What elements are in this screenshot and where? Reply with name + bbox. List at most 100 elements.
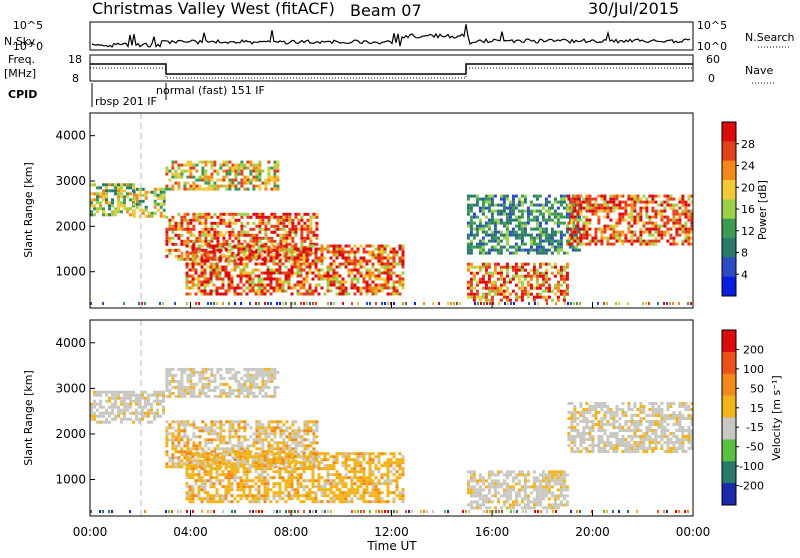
band-cell (393, 257, 396, 260)
band-cell (195, 216, 198, 219)
band-cell (687, 228, 690, 231)
band-cell (171, 185, 174, 188)
band-cell (327, 479, 330, 482)
band-cell (312, 476, 315, 479)
band-cell (324, 452, 327, 455)
band-cell (297, 444, 300, 447)
band-cell (216, 240, 219, 243)
band-cell (303, 464, 306, 467)
band-cell (476, 479, 479, 482)
band-cell (393, 284, 396, 287)
band-cell (515, 246, 518, 249)
band-cell (509, 503, 512, 506)
band-cell (315, 266, 318, 269)
band-cell (216, 170, 219, 173)
band-cell (288, 231, 291, 234)
band-cell (258, 245, 261, 248)
band-cell (648, 234, 651, 237)
band-cell (279, 441, 282, 444)
band-cell (111, 210, 114, 213)
band-cell (276, 420, 279, 423)
band-cell (207, 395, 210, 398)
band-cell (503, 266, 506, 269)
band-cell (276, 441, 279, 444)
band-cell (246, 368, 249, 371)
band-cell (186, 389, 189, 392)
band-cell (288, 438, 291, 441)
band-cell (333, 494, 336, 497)
band-cell (375, 275, 378, 278)
band-cell (467, 287, 470, 290)
band-cell (231, 278, 234, 281)
band-cell (273, 182, 276, 185)
band-cell (180, 392, 183, 395)
band-cell (255, 461, 258, 464)
band-cell (204, 231, 207, 234)
band-cell (503, 284, 506, 287)
band-cell (300, 266, 303, 269)
band-cell (500, 494, 503, 497)
band-cell (195, 395, 198, 398)
band-cell (509, 506, 512, 509)
ground-scatter-cell (615, 302, 617, 305)
band-cell (117, 195, 120, 198)
band-cell (300, 269, 303, 272)
band-cell (264, 257, 267, 260)
band-cell (120, 201, 123, 204)
band-cell (393, 281, 396, 284)
band-cell (249, 245, 252, 248)
band-cell (560, 240, 563, 243)
band-cell (102, 391, 105, 394)
band-cell (213, 377, 216, 380)
band-cell (216, 287, 219, 290)
band-cell (339, 482, 342, 485)
band-cell (470, 500, 473, 503)
band-cell (276, 185, 279, 188)
band-cell (99, 195, 102, 198)
band-cell (545, 252, 548, 255)
band-cell (530, 234, 533, 237)
band-cell (204, 182, 207, 185)
band-cell (512, 204, 515, 207)
band-cell (482, 296, 485, 299)
band-cell (267, 266, 270, 269)
band-cell (282, 234, 285, 237)
band-cell (482, 246, 485, 249)
band-cell (276, 225, 279, 228)
band-cell (180, 377, 183, 380)
band-cell (291, 245, 294, 248)
band-cell (300, 482, 303, 485)
band-cell (399, 491, 402, 494)
band-cell (279, 435, 282, 438)
band-cell (536, 287, 539, 290)
band-cell (267, 435, 270, 438)
band-cell (327, 482, 330, 485)
band-cell (542, 228, 545, 231)
band-cell (117, 391, 120, 394)
band-cell (243, 455, 246, 458)
band-cell (512, 198, 515, 201)
band-cell (285, 231, 288, 234)
band-cell (560, 231, 563, 234)
band-cell (171, 377, 174, 380)
band-cell (210, 290, 213, 293)
band-cell (165, 173, 168, 176)
band-cell (189, 234, 192, 237)
band-cell (228, 473, 231, 476)
band-cell (615, 231, 618, 234)
band-cell (252, 438, 255, 441)
band-cell (279, 470, 282, 473)
band-cell (488, 470, 491, 473)
band-cell (669, 198, 672, 201)
band-cell (579, 240, 582, 243)
band-cell (500, 252, 503, 255)
band-cell (467, 269, 470, 272)
band-cell (548, 207, 551, 210)
band-cell (363, 281, 366, 284)
band-cell (282, 444, 285, 447)
band-cell (681, 213, 684, 216)
band-cell (497, 249, 500, 252)
band-cell (530, 219, 533, 222)
band-cell (527, 296, 530, 299)
band-cell (570, 207, 573, 210)
